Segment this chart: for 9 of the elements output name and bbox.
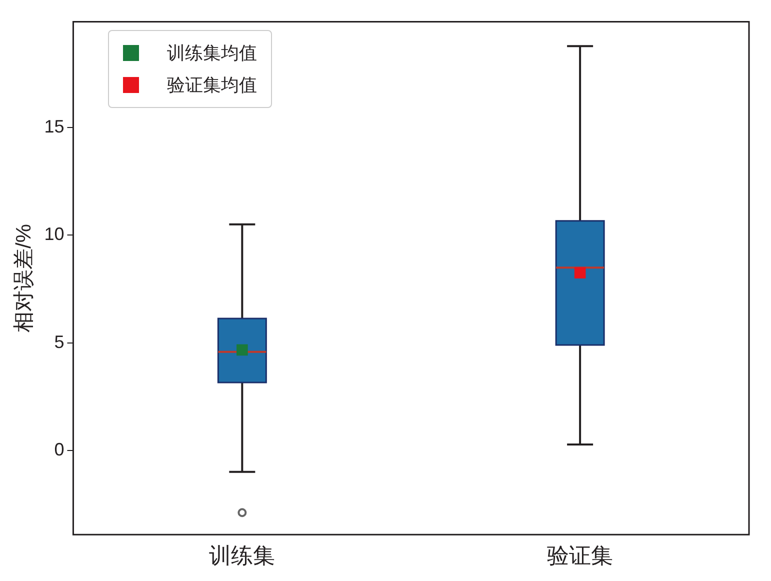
x-tick-label: 训练集 xyxy=(209,542,276,568)
x-tick-label: 验证集 xyxy=(547,542,614,568)
y-axis-title: 相对误差/% xyxy=(12,224,36,332)
legend-label: 验证集均值 xyxy=(167,74,257,97)
y-tick-label: 10 xyxy=(44,224,64,244)
y-tick-label: 15 xyxy=(44,116,64,136)
y-tick-label: 0 xyxy=(54,440,64,460)
y-tick-label: 5 xyxy=(54,332,64,352)
legend-label: 训练集均值 xyxy=(167,42,257,65)
